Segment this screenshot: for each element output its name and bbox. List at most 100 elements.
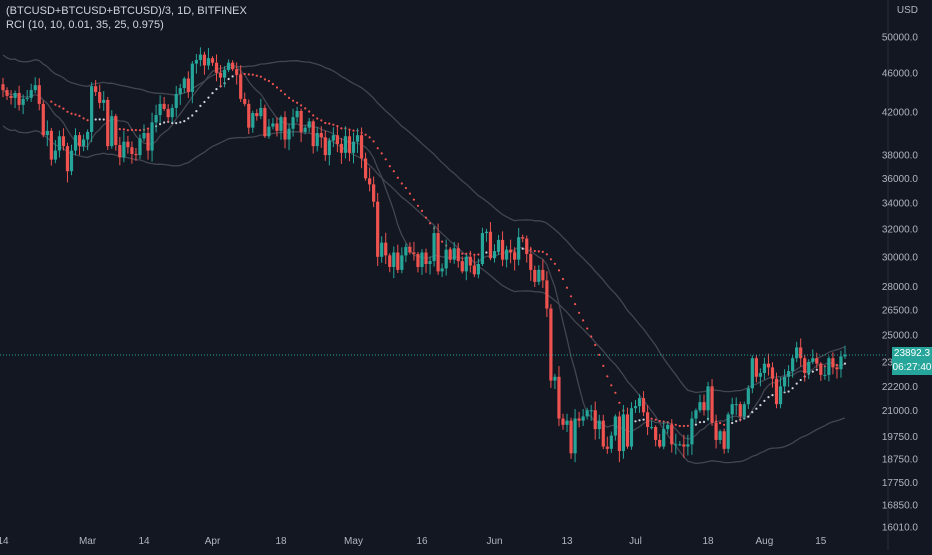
indicator-legend[interactable]: RCI (10, 10, 0.01, 35, 25, 0.975) (6, 19, 164, 31)
candle-body (231, 62, 235, 70)
dot-marker (602, 364, 605, 367)
candle-body (645, 412, 650, 427)
candle-body (138, 138, 142, 156)
candle-body (517, 237, 521, 260)
dot-marker (545, 253, 549, 256)
candle-body (803, 358, 807, 373)
candle-body (424, 252, 428, 265)
dot-marker (175, 122, 178, 125)
candle-body (327, 140, 331, 156)
candle-body (500, 239, 505, 260)
candle-body (460, 261, 464, 272)
dot-marker (735, 420, 738, 423)
candle-body (525, 238, 529, 254)
dot-marker (731, 421, 734, 425)
candle-body (359, 135, 364, 159)
candle-body (448, 249, 452, 260)
candle-body (742, 404, 746, 417)
price-tick-label: 17750.0 (882, 478, 919, 489)
candle-body (81, 139, 86, 147)
dot-marker (565, 286, 569, 289)
candle-body (811, 358, 815, 362)
candle-body (335, 135, 339, 144)
dot-marker (364, 133, 367, 136)
candle-body (823, 374, 827, 376)
dot-marker (332, 123, 335, 126)
dot-marker (94, 118, 97, 121)
candle-body (239, 74, 243, 99)
candle-body (541, 269, 545, 281)
candle-body (61, 136, 66, 147)
candle-body (235, 69, 239, 75)
candle-body (565, 420, 569, 425)
candle-body (428, 261, 432, 265)
candle-body (251, 113, 255, 128)
candle-body (617, 416, 621, 452)
price-tick-label: 42000.0 (882, 108, 919, 119)
dot-marker (747, 415, 750, 418)
candle-body (218, 72, 223, 78)
dot-marker (126, 129, 129, 132)
dot-marker (62, 107, 65, 110)
candle-body (714, 422, 718, 440)
price-tick-label: 16010.0 (882, 523, 919, 534)
candle-body (613, 416, 617, 436)
candle-body (372, 184, 376, 202)
dot-marker (650, 417, 653, 420)
candle-body (1, 84, 5, 91)
candle-body (271, 123, 275, 127)
dot-marker (763, 399, 766, 402)
price-tick-label: 16850.0 (882, 501, 919, 512)
candle-body (279, 117, 283, 131)
dot-marker (557, 269, 561, 272)
dot-marker (348, 128, 351, 131)
candle-body (496, 239, 501, 252)
candle-body (791, 358, 795, 372)
dot-marker (634, 420, 637, 423)
price-tick-label: 22200.0 (882, 382, 919, 393)
dot-marker (461, 252, 464, 255)
candle-body (25, 97, 29, 99)
dot-marker (638, 419, 641, 422)
dot-marker (308, 110, 311, 113)
dot-marker (296, 101, 299, 104)
candle-body (444, 249, 448, 269)
dot-marker (179, 121, 182, 124)
dot-marker (428, 222, 432, 225)
dot-marker (392, 170, 395, 173)
candle-body (323, 137, 327, 156)
dot-marker (86, 119, 89, 122)
dot-marker (138, 129, 142, 132)
currency-label: USD (896, 5, 918, 16)
candle-body (754, 358, 758, 377)
candle-body (762, 363, 767, 373)
candle-body (5, 90, 9, 96)
countdown-label: 06:27:40 (892, 361, 932, 375)
lower-band-line (2, 125, 846, 465)
candle-body (146, 133, 150, 151)
time-tick-label: 16 (416, 536, 428, 547)
candle-body (513, 252, 517, 260)
candle-body (585, 410, 589, 417)
dot-marker (287, 96, 291, 99)
candle-body (186, 78, 190, 93)
dot-marker (163, 121, 166, 124)
candle-body (13, 92, 17, 98)
candle-body (601, 420, 605, 447)
dot-marker (199, 104, 202, 107)
candle-body (420, 252, 424, 267)
candle-body (722, 431, 726, 449)
price-tick-label: 18750.0 (882, 455, 919, 466)
bands-layer (2, 54, 846, 465)
candle-body (710, 386, 714, 423)
symbol-legend[interactable]: (BTCUSD+BTCUSD+BTCUSD)/3, 1D, BITFINEX (6, 5, 247, 17)
candle-body (392, 252, 396, 267)
candle-body (766, 363, 771, 368)
candle-body (380, 242, 384, 257)
candle-body (287, 128, 291, 140)
candle-body (49, 130, 53, 160)
dot-marker (416, 204, 420, 207)
candle-body (303, 127, 307, 132)
